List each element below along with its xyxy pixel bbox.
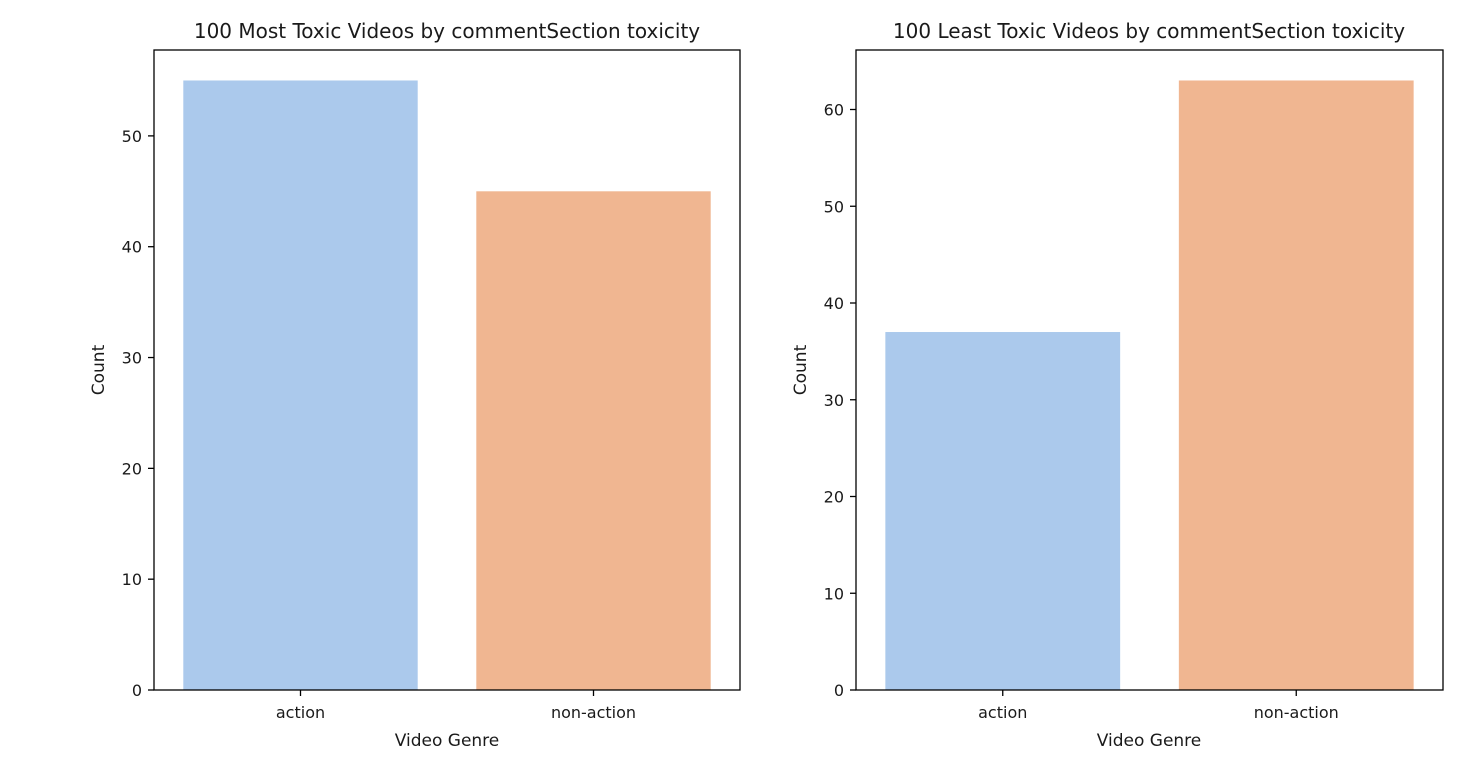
y-tick-label: 0 xyxy=(132,681,142,700)
x-axis-label: Video Genre xyxy=(1097,731,1202,751)
most-toxic-chart: 100 Most Toxic Videos by commentSection … xyxy=(89,19,741,751)
y-tick-label: 20 xyxy=(824,488,844,507)
y-tick-label: 30 xyxy=(122,349,142,368)
y-axis-label: Count xyxy=(89,344,109,395)
x-ticks: action non-action xyxy=(978,690,1339,722)
bar-non-action xyxy=(476,191,711,690)
y-tick-label: 10 xyxy=(824,584,844,603)
y-ticks: 0 10 20 30 40 50 60 xyxy=(824,101,856,700)
least-toxic-chart: 100 Least Toxic Videos by commentSection… xyxy=(791,19,1444,751)
y-tick-label: 20 xyxy=(122,459,142,478)
x-tick-label: non-action xyxy=(1254,703,1339,722)
bar-non-action xyxy=(1178,80,1414,690)
y-tick-label: 50 xyxy=(122,127,142,146)
x-tick-label: action xyxy=(978,703,1027,722)
y-tick-label: 40 xyxy=(824,294,844,313)
x-ticks: action non-action xyxy=(276,690,636,722)
chart-title: 100 Most Toxic Videos by commentSection … xyxy=(194,19,700,43)
y-axis-label: Count xyxy=(791,344,811,395)
plot-frame xyxy=(153,49,741,691)
y-tick-label: 40 xyxy=(122,238,142,257)
y-tick-label: 0 xyxy=(834,681,844,700)
y-tick-label: 30 xyxy=(824,391,844,410)
y-tick-label: 50 xyxy=(824,197,844,216)
y-tick-label: 10 xyxy=(122,570,142,589)
x-tick-label: non-action xyxy=(551,703,636,722)
chart-title: 100 Least Toxic Videos by commentSection… xyxy=(893,19,1405,43)
y-tick-label: 60 xyxy=(824,101,844,120)
x-axis-label: Video Genre xyxy=(395,731,500,751)
y-ticks: 0 10 20 30 40 50 xyxy=(122,127,154,700)
bar-action xyxy=(885,332,1121,690)
x-tick-label: action xyxy=(276,703,325,722)
bar-action xyxy=(183,80,418,690)
plot-frame xyxy=(855,49,1444,691)
bars xyxy=(885,80,1414,690)
bars xyxy=(183,80,711,690)
